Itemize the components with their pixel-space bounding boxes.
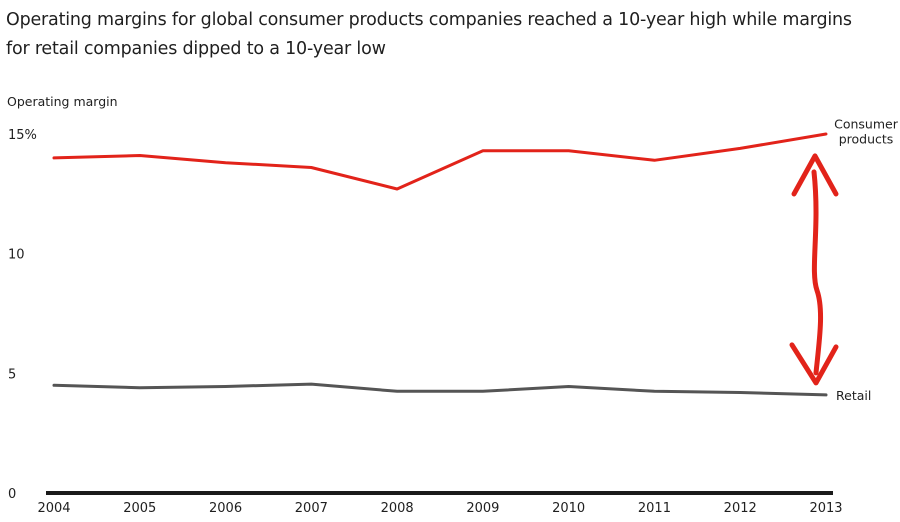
x-tick-label-2007: 2007 [295,501,328,516]
y-tick-labels: 15% 10 5 0 [8,128,37,502]
series-label-retail: Retail [836,388,871,403]
y-tick-label-10: 10 [8,248,25,263]
x-tick-label-2010: 2010 [552,501,585,516]
series-labels: Consumer products Retail [834,117,899,403]
annotation-arrow-shaft [811,169,824,376]
y-axis-label: Operating margin [7,94,118,109]
x-tick-label-2012: 2012 [724,501,757,516]
x-tick-label-2013: 2013 [809,501,842,516]
x-tick-label-2006: 2006 [209,501,242,516]
x-tick-label-2008: 2008 [381,501,414,516]
x-tick-label-2009: 2009 [466,501,499,516]
series-label-consumer-products: Consumer products [834,117,899,147]
x-tick-label-2011: 2011 [638,501,671,516]
y-tick-label-15: 15% [8,128,37,143]
annotation-arrow [789,153,839,386]
series-lines [52,132,828,397]
x-tick-label-2005: 2005 [123,501,156,516]
x-tick-label-2004: 2004 [37,501,70,516]
annotation-arrow-head-top [791,153,839,197]
series-line-consumer-products [52,132,828,191]
y-tick-label-0: 0 [8,487,16,502]
y-tick-label-5: 5 [8,367,16,382]
annotation-arrow-head-bottom [789,342,839,386]
x-axis: 2004 2005 2006 2007 2008 2009 2010 2011 2012 2013 [37,491,843,516]
chart-title: Operating margins for global consumer pr… [6,10,852,59]
series-line-retail [52,382,828,397]
